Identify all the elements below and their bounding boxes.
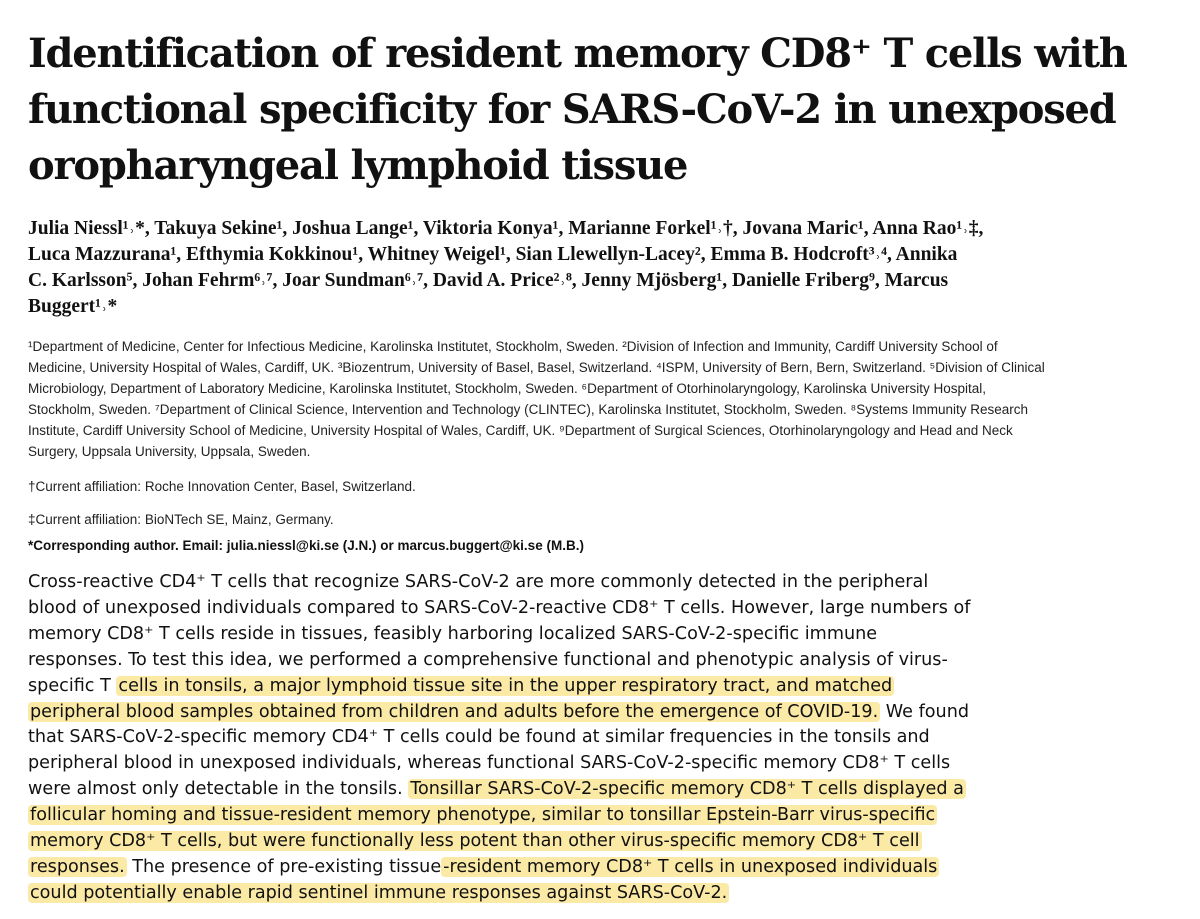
author-line: Julia Niessl¹˒*, Takuya Sekine¹, Joshua … [28, 218, 984, 239]
abstract-text: blood of unexposed individuals compared … [28, 597, 971, 618]
affiliations: ¹Department of Medicine, Center for Infe… [28, 336, 1188, 462]
highlighted-text: -resident memory CD8⁺ T cells in unexpos… [441, 856, 940, 877]
abstract-line: peripheral blood samples obtained from c… [28, 700, 1188, 726]
abstract-line: specific T cells in tonsils, a major lym… [28, 674, 1188, 700]
abstract-line: responses. To test this idea, we perform… [28, 648, 1188, 674]
author-line: Buggert¹˒* [28, 296, 118, 317]
abstract-line: peripheral blood in unexposed individual… [28, 751, 1188, 777]
abstract-text: responses. To test this idea, we perform… [28, 649, 948, 670]
title-line: oropharyngeal lymphoid tissue [28, 142, 688, 189]
title-line: functional specificity for SARS-CoV-2 in… [28, 86, 1117, 133]
highlighted-text: memory CD8⁺ T cells, but were functional… [28, 831, 922, 852]
affiliation-line: Microbiology, Department of Laboratory M… [28, 381, 986, 396]
title-line: Identification of resident memory CD8⁺ T… [28, 30, 1128, 77]
abstract-line: Cross-reactive CD4⁺ T cells that recogni… [28, 570, 1188, 596]
abstract-text: We found [880, 701, 970, 722]
abstract-line: could potentially enable rapid sentinel … [28, 881, 1188, 907]
abstract-line: were almost only detectable in the tonsi… [28, 777, 1188, 803]
abstract-line: that SARS-CoV-2-specific memory CD4⁺ T c… [28, 725, 1188, 751]
affiliation-line: Stockholm, Sweden. ⁷Department of Clinic… [28, 402, 1029, 417]
abstract-line: blood of unexposed individuals compared … [28, 596, 1188, 622]
abstract-text: Cross-reactive CD4⁺ T cells that recogni… [28, 572, 929, 592]
highlighted-text: responses. [28, 856, 127, 877]
dagger-affiliation-note: †Current affiliation: Roche Innovation C… [28, 479, 416, 494]
author-line: C. Karlsson⁵, Johan Fehrm⁶˒⁷, Joar Sundm… [28, 270, 949, 291]
corresponding-author-note: *Corresponding author. Email: julia.nies… [28, 538, 584, 553]
affiliation-line: Institute, Cardiff University School of … [28, 423, 1013, 438]
abstract-text: peripheral blood in unexposed individual… [28, 753, 951, 774]
abstract-line: memory CD8⁺ T cells reside in tissues, f… [28, 622, 1188, 648]
highlighted-text: Tonsillar SARS-CoV-2-specific memory CD8… [408, 779, 966, 800]
abstract-text: were almost only detectable in the tonsi… [28, 779, 409, 800]
highlighted-text: could potentially enable rapid sentinel … [28, 882, 730, 903]
abstract-line: memory CD8⁺ T cells, but were functional… [28, 829, 1188, 855]
abstract: Cross-reactive CD4⁺ T cells that recogni… [28, 570, 1188, 907]
author-line: Luca Mazzurana¹, Efthymia Kokkinou¹, Whi… [28, 244, 958, 265]
highlighted-text: follicular homing and tissue-resident me… [28, 805, 938, 826]
abstract-line: follicular homing and tissue-resident me… [28, 803, 1188, 829]
abstract-text: memory CD8⁺ T cells reside in tissues, f… [28, 623, 878, 644]
double-dagger-affiliation-note: ‡Current affiliation: BioNTech SE, Mainz… [28, 512, 334, 527]
highlighted-text: cells in tonsils, a major lymphoid tissu… [116, 675, 895, 696]
abstract-text: that SARS-CoV-2-specific memory CD4⁺ T c… [28, 727, 930, 748]
affiliation-line: Surgery, Uppsala University, Uppsala, Sw… [28, 444, 311, 459]
affiliation-line: ¹Department of Medicine, Center for Infe… [28, 339, 998, 354]
abstract-line: responses. The presence of pre-existing … [28, 855, 1188, 881]
highlighted-text: peripheral blood samples obtained from c… [28, 701, 881, 722]
abstract-text: specific T [28, 675, 117, 696]
paper-title: Identification of resident memory CD8⁺ T… [28, 26, 1178, 194]
affiliation-line: Medicine, University Hospital of Wales, … [28, 360, 1045, 375]
author-list: Julia Niessl¹˒*, Takuya Sekine¹, Joshua … [28, 216, 1188, 320]
abstract-text: The presence of pre-existing tissue [126, 856, 442, 877]
